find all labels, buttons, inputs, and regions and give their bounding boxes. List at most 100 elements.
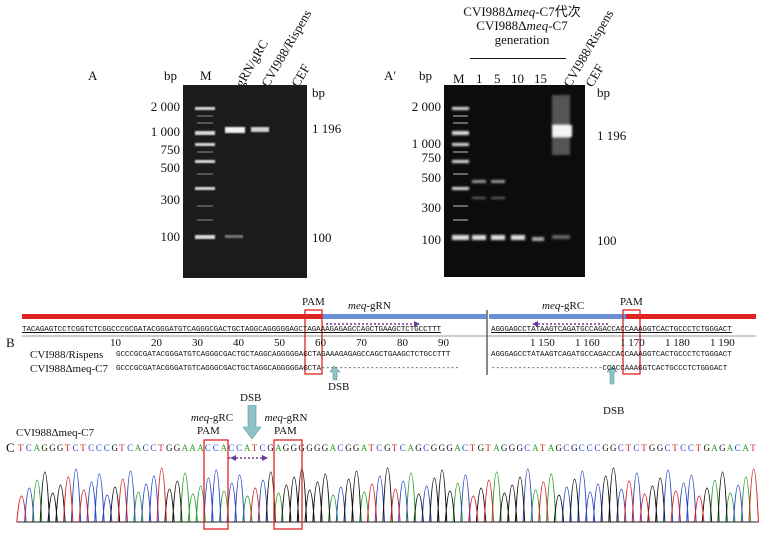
- base-call: C: [680, 443, 686, 453]
- ladder-band-300: [195, 187, 215, 190]
- base-call: T: [540, 443, 546, 453]
- base-call: T: [392, 443, 398, 453]
- base-call: T: [65, 443, 71, 453]
- tick-label: 1 170: [620, 337, 645, 349]
- chromatogram-traces: [16, 467, 759, 523]
- band-grn-grc-1196: [225, 127, 245, 133]
- grn-label: meq-gRN: [348, 300, 391, 312]
- panel-c-grn-label: meq-gRN: [264, 412, 308, 424]
- base-call: C: [26, 443, 32, 453]
- base-call: C: [143, 443, 149, 453]
- base-call: G: [719, 443, 726, 453]
- base-call: T: [641, 443, 647, 453]
- grc-arrowhead: [532, 321, 538, 327]
- bar-blue-grc: [489, 314, 626, 319]
- base-call: G: [501, 443, 508, 453]
- ladder-band-1000: [195, 131, 215, 135]
- a2-ladder-band-100: [452, 235, 469, 240]
- panel-a-ladder-100: 100: [160, 229, 181, 244]
- dsb-label-left: DSB: [328, 381, 350, 393]
- panel-a2-gen-10: 10: [511, 71, 524, 86]
- base-call: T: [750, 443, 756, 453]
- tick-label: 40: [233, 337, 244, 349]
- panel-a2-header-cn: CVI988Δmeq-C7代次: [463, 4, 581, 19]
- base-call: A: [408, 443, 415, 453]
- panel-a-gel: [183, 85, 307, 278]
- base-call: T: [626, 443, 632, 453]
- panel-c-dsb-arrow: [242, 405, 262, 440]
- bar-red-right: [626, 314, 756, 319]
- tick-label: 1 180: [665, 337, 690, 349]
- base-call: T: [158, 443, 164, 453]
- base-call: G: [166, 443, 173, 453]
- base-call: G: [322, 443, 329, 453]
- base-call: C: [73, 443, 79, 453]
- base-call: C: [88, 443, 94, 453]
- row1-name: CVI988/Rispens: [30, 349, 104, 361]
- panel-a2-ladder-500: 500: [421, 170, 442, 185]
- ladder-band-100: [195, 235, 215, 239]
- base-call: A: [197, 443, 204, 453]
- base-call: A: [454, 443, 461, 453]
- row2-seq-right: -------------------------CCACCAAAGGTCACT…: [491, 365, 728, 373]
- bar-blue-grn: [322, 314, 487, 319]
- base-call: C: [423, 443, 429, 453]
- panel-c-pam-box-left: [203, 439, 229, 530]
- base-call: G: [446, 443, 453, 453]
- base-call: T: [18, 443, 24, 453]
- a2-ladder-band-750: [452, 143, 469, 146]
- ladder-band-2000: [195, 107, 215, 110]
- panel-c-dsb-label: DSB: [240, 392, 262, 404]
- tick-label: 30: [192, 337, 203, 349]
- base-call: C: [236, 443, 242, 453]
- row1-seq-right: AGGGAGCCTATAAGTCAGATGCCAGACCACCAAAGGTCAC…: [491, 351, 732, 359]
- base-call: C: [665, 443, 671, 453]
- base-call: C: [205, 443, 211, 453]
- pam-box-left: [304, 309, 323, 375]
- panel-a-size-1196: 1 196: [312, 121, 342, 136]
- panel-a2-gen-5: 5: [494, 71, 501, 86]
- base-call: C: [213, 443, 219, 453]
- base-call: C: [462, 443, 468, 453]
- base-call: G: [41, 443, 48, 453]
- base-call: G: [478, 443, 485, 453]
- base-call: A: [135, 443, 142, 453]
- panel-a-size-100: 100: [312, 230, 332, 245]
- base-call: A: [244, 443, 251, 453]
- pam-box-right: [622, 309, 641, 375]
- base-call: G: [509, 443, 516, 453]
- base-call: A: [34, 443, 41, 453]
- base-call: G: [57, 443, 64, 453]
- dsb-arrow-left: [329, 365, 341, 381]
- pam-label-right: PAM: [620, 296, 643, 308]
- base-call: C: [96, 443, 102, 453]
- base-call: T: [119, 443, 125, 453]
- base-call: A: [330, 443, 337, 453]
- base-call: A: [742, 443, 749, 453]
- base-call: T: [80, 443, 86, 453]
- ref-seq-right: AGGGAGCCTATAAGTCAGATGCCAGACCACCAAAGGTCAC…: [491, 326, 732, 334]
- base-call: C: [127, 443, 133, 453]
- base-call: A: [221, 443, 228, 453]
- a2-ladder-band-500: [452, 160, 469, 163]
- panel-a2-label: A′: [384, 68, 397, 83]
- panel-a2-gen-1: 1: [476, 71, 483, 86]
- dsb-arrow-right: [606, 365, 618, 385]
- dsb-label-right: DSB: [603, 405, 625, 417]
- trace-G: [18, 467, 758, 523]
- base-call: G: [610, 443, 617, 453]
- base-call: G: [517, 443, 524, 453]
- band-gen15-100: [532, 237, 544, 241]
- base-call: T: [369, 443, 375, 453]
- base-call: G: [415, 443, 422, 453]
- bar-red-left: [22, 314, 322, 319]
- band-gen5-100: [491, 235, 505, 240]
- trace-T: [16, 467, 759, 523]
- base-call: C: [587, 443, 593, 453]
- base-call: A: [275, 443, 282, 453]
- tick-label: 10: [110, 337, 121, 349]
- panel-a2-header: CVI988Δmeq-C7代次 CVI988Δmeq-C7 generation: [462, 5, 582, 47]
- base-call: C: [524, 443, 530, 453]
- base-call: T: [252, 443, 258, 453]
- tick-label: 60: [315, 337, 326, 349]
